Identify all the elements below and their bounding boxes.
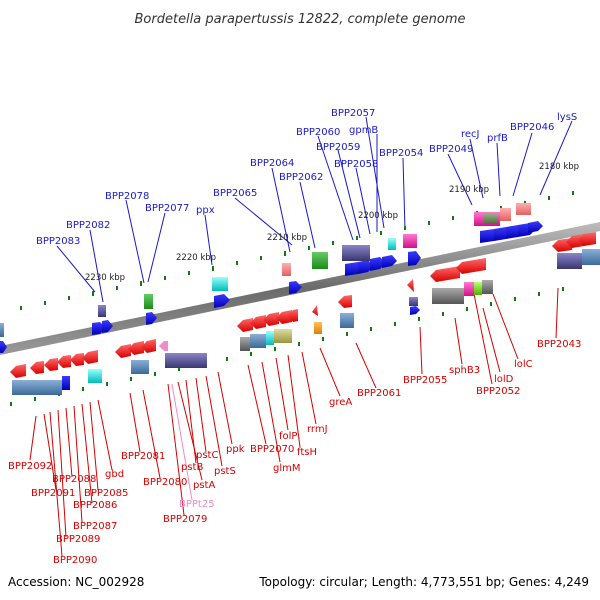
scale-label-2230: 2230 kbp [85,273,125,283]
rna-gene-arrow [159,341,168,351]
gene-label-gbd[interactable]: gbd [105,469,124,480]
bottom-leader-lines [29,287,559,557]
genome-summary: Topology: circular; Length: 4,773,551 bp… [258,575,589,589]
gene-label-BPP2061[interactable]: BPP2061 [357,388,401,399]
gene-label-BPP2062[interactable]: BPP2062 [279,172,323,183]
gene-label-gpmB[interactable]: gpmB [349,125,378,136]
gene-label-BPP2089[interactable]: BPP2089 [56,534,100,545]
forward-gene-arrows [0,221,543,353]
gene-label-recJ[interactable]: recJ [461,129,480,140]
gene-label-BPP2079[interactable]: BPP2079 [163,514,207,525]
cog-boxes-upper [0,203,531,337]
gene-label-BPP2065[interactable]: BPP2065 [213,188,257,199]
gene-label-folP[interactable]: folP [279,431,297,442]
rna-leader-line [171,383,193,501]
gene-label-BPP2057[interactable]: BPP2057 [331,108,375,119]
gene-label-BPP2077[interactable]: BPP2077 [145,203,189,214]
gene-label-greA[interactable]: greA [329,397,352,408]
scale-track-lower [10,287,564,406]
gene-label-BPP2087[interactable]: BPP2087 [73,521,117,532]
gene-label-BPP2070[interactable]: BPP2070 [250,444,294,455]
gene-label-pstA[interactable]: pstA [193,480,215,491]
cog-boxes-lower [12,249,600,395]
gene-label-BPPt25[interactable]: BPPt25 [179,499,215,510]
scale-label-2200: 2200 kbp [358,211,398,221]
gene-label-BPP2049[interactable]: BPP2049 [429,144,473,155]
gene-label-BPP2064[interactable]: BPP2064 [250,158,294,169]
gene-label-BPP2086[interactable]: BPP2086 [73,500,117,511]
gene-label-BPP2091[interactable]: BPP2091 [31,488,75,499]
gene-label-BPP2092[interactable]: BPP2092 [8,461,52,472]
page-title: Bordetella parapertussis 12822, complete… [135,12,466,27]
gene-label-lolD[interactable]: lolD [494,374,514,385]
gene-label-BPP2055[interactable]: BPP2055 [403,375,447,386]
gene-label-BPP2082[interactable]: BPP2082 [66,220,110,231]
gene-label-ppx[interactable]: ppx [196,205,215,216]
gene-label-lolC[interactable]: lolC [514,359,533,370]
gene-label-prfB[interactable]: prfB [487,133,508,144]
gene-label-BPP2058[interactable]: BPP2058 [334,159,378,170]
gene-label-sphB3[interactable]: sphB3 [449,365,480,376]
gene-label-BPP2052[interactable]: BPP2052 [476,386,520,397]
gene-label-BPP2046[interactable]: BPP2046 [510,122,554,133]
gene-label-BPP2081[interactable]: BPP2081 [121,451,165,462]
scale-label-2210: 2210 kbp [267,233,307,243]
scale-label-2220: 2220 kbp [176,253,216,263]
gene-label-pstS[interactable]: pstS [214,466,236,477]
reverse-gene-arrows [10,232,596,378]
gene-label-pstB[interactable]: pstB [181,462,203,473]
gene-label-BPP2080[interactable]: BPP2080 [143,477,187,488]
accession-label: Accession: NC_002928 [8,575,144,589]
gene-label-BPP2043[interactable]: BPP2043 [537,339,581,350]
gene-label-pstC[interactable]: pstC [196,450,218,461]
gene-label-BPP2054[interactable]: BPP2054 [379,148,423,159]
gene-label-BPP2085[interactable]: BPP2085 [84,488,128,499]
gene-label-ppk[interactable]: ppk [226,444,245,455]
gene-label-BPP2088[interactable]: BPP2088 [52,474,96,485]
gene-label-ftsH[interactable]: ftsH [297,447,317,458]
gene-label-rrmJ[interactable]: rrmJ [307,424,328,435]
gene-label-BPP2090[interactable]: BPP2090 [53,555,97,566]
gene-label-BPP2059[interactable]: BPP2059 [316,142,360,153]
gene-label-BPP2078[interactable]: BPP2078 [105,191,149,202]
gene-label-BPP2060[interactable]: BPP2060 [296,127,340,138]
scale-track-upper [20,191,574,310]
gene-label-lysS[interactable]: lysS [557,112,577,123]
gene-label-glmM[interactable]: glmM [273,463,301,474]
gene-label-BPP2083[interactable]: BPP2083 [36,236,80,247]
top-leader-lines [56,116,573,303]
scale-label-2190: 2190 kbp [449,185,489,195]
scale-label-2180: 2180 kbp [539,162,579,172]
